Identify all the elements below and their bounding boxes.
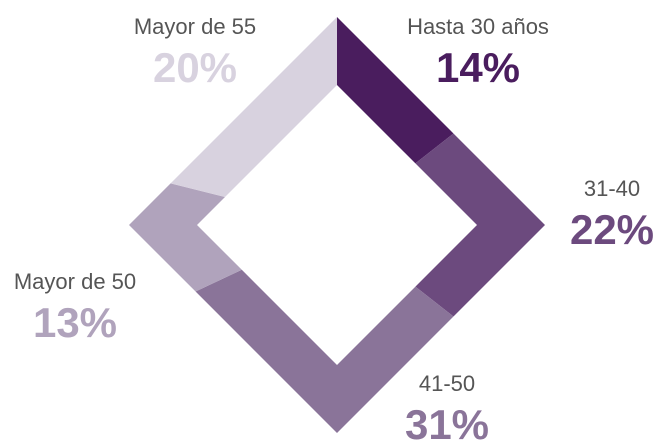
value-label: 31% [405, 401, 489, 442]
segment [337, 17, 454, 164]
category-label: 31-40 [584, 176, 640, 201]
segment [195, 269, 454, 433]
segment [129, 183, 242, 292]
segment [170, 17, 337, 197]
category-label: Mayor de 50 [14, 269, 136, 294]
category-label: Mayor de 55 [134, 14, 256, 39]
value-label: 14% [436, 44, 520, 91]
value-label: 13% [33, 299, 117, 346]
segment [415, 133, 545, 317]
value-label: 22% [570, 206, 654, 253]
category-label: Hasta 30 años [407, 14, 549, 39]
value-label: 20% [153, 44, 237, 91]
category-label: 41-50 [419, 371, 475, 396]
